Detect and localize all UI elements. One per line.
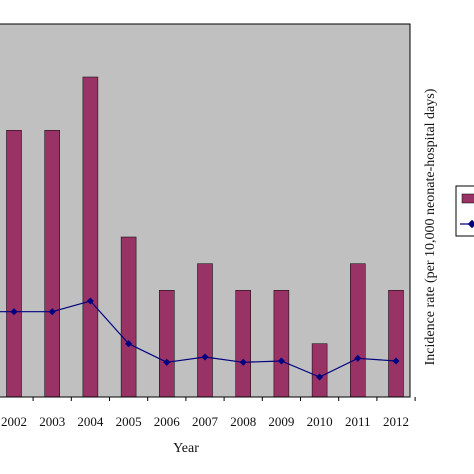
- x-tick-label-2006: 2006: [154, 414, 181, 429]
- bar-2006: [159, 290, 175, 398]
- rate-point-2009: [277, 357, 285, 365]
- x-tick-labels: 2002 2003 2004 2005 2006 2007 2008 2009 2010 2011…: [1, 414, 409, 429]
- legend: [455, 185, 474, 237]
- x-tick-label-2011: 2011: [345, 414, 371, 429]
- legend-bar-swatch: [461, 193, 474, 204]
- x-tick-marks: [32, 397, 416, 401]
- rate-point-2012: [392, 357, 400, 365]
- x-tick-label-2010: 2010: [307, 414, 333, 429]
- rate-point-2006: [163, 358, 171, 366]
- bar-2003: [44, 130, 60, 398]
- bar-2008: [235, 290, 251, 398]
- x-axis-title: Year: [173, 441, 199, 456]
- rate-point-2010: [316, 373, 324, 381]
- rate-point-2003: [48, 308, 56, 316]
- rate-point-2004: [86, 297, 94, 305]
- bar-2004: [82, 76, 99, 398]
- bar-2012: [388, 290, 404, 398]
- rate-point-2002: [10, 308, 18, 316]
- rate-point-2007: [201, 353, 209, 361]
- x-tick-label-2003: 2003: [39, 414, 65, 429]
- legend-line-marker: [467, 219, 474, 229]
- legend-box: [455, 185, 474, 237]
- x-tick-label-2009: 2009: [268, 414, 294, 429]
- bar-2005: [120, 236, 137, 398]
- x-tick-label-2004: 2004: [77, 414, 104, 429]
- x-tick-label-2007: 2007: [192, 414, 219, 429]
- bar-2002: [6, 130, 22, 398]
- bar-2011: [350, 263, 366, 398]
- y2-axis-title: Incidence rate (per 10,000 neonate-hospi…: [423, 88, 438, 365]
- x-tick-label-2002: 2002: [1, 414, 27, 429]
- bar-2007: [197, 263, 213, 398]
- rate-point-2005: [125, 340, 133, 348]
- bar-2009: [273, 290, 290, 398]
- incidence-rate-points: [10, 297, 400, 381]
- x-tick-label-2005: 2005: [116, 414, 142, 429]
- bar-2010: [311, 343, 328, 398]
- bar-series: [6, 76, 404, 398]
- incidence-rate-line: [0, 300, 397, 378]
- x-tick-label-2012: 2012: [383, 414, 409, 429]
- rate-point-2008: [239, 358, 247, 366]
- rate-point-2011: [354, 354, 362, 362]
- x-tick-label-2008: 2008: [230, 414, 256, 429]
